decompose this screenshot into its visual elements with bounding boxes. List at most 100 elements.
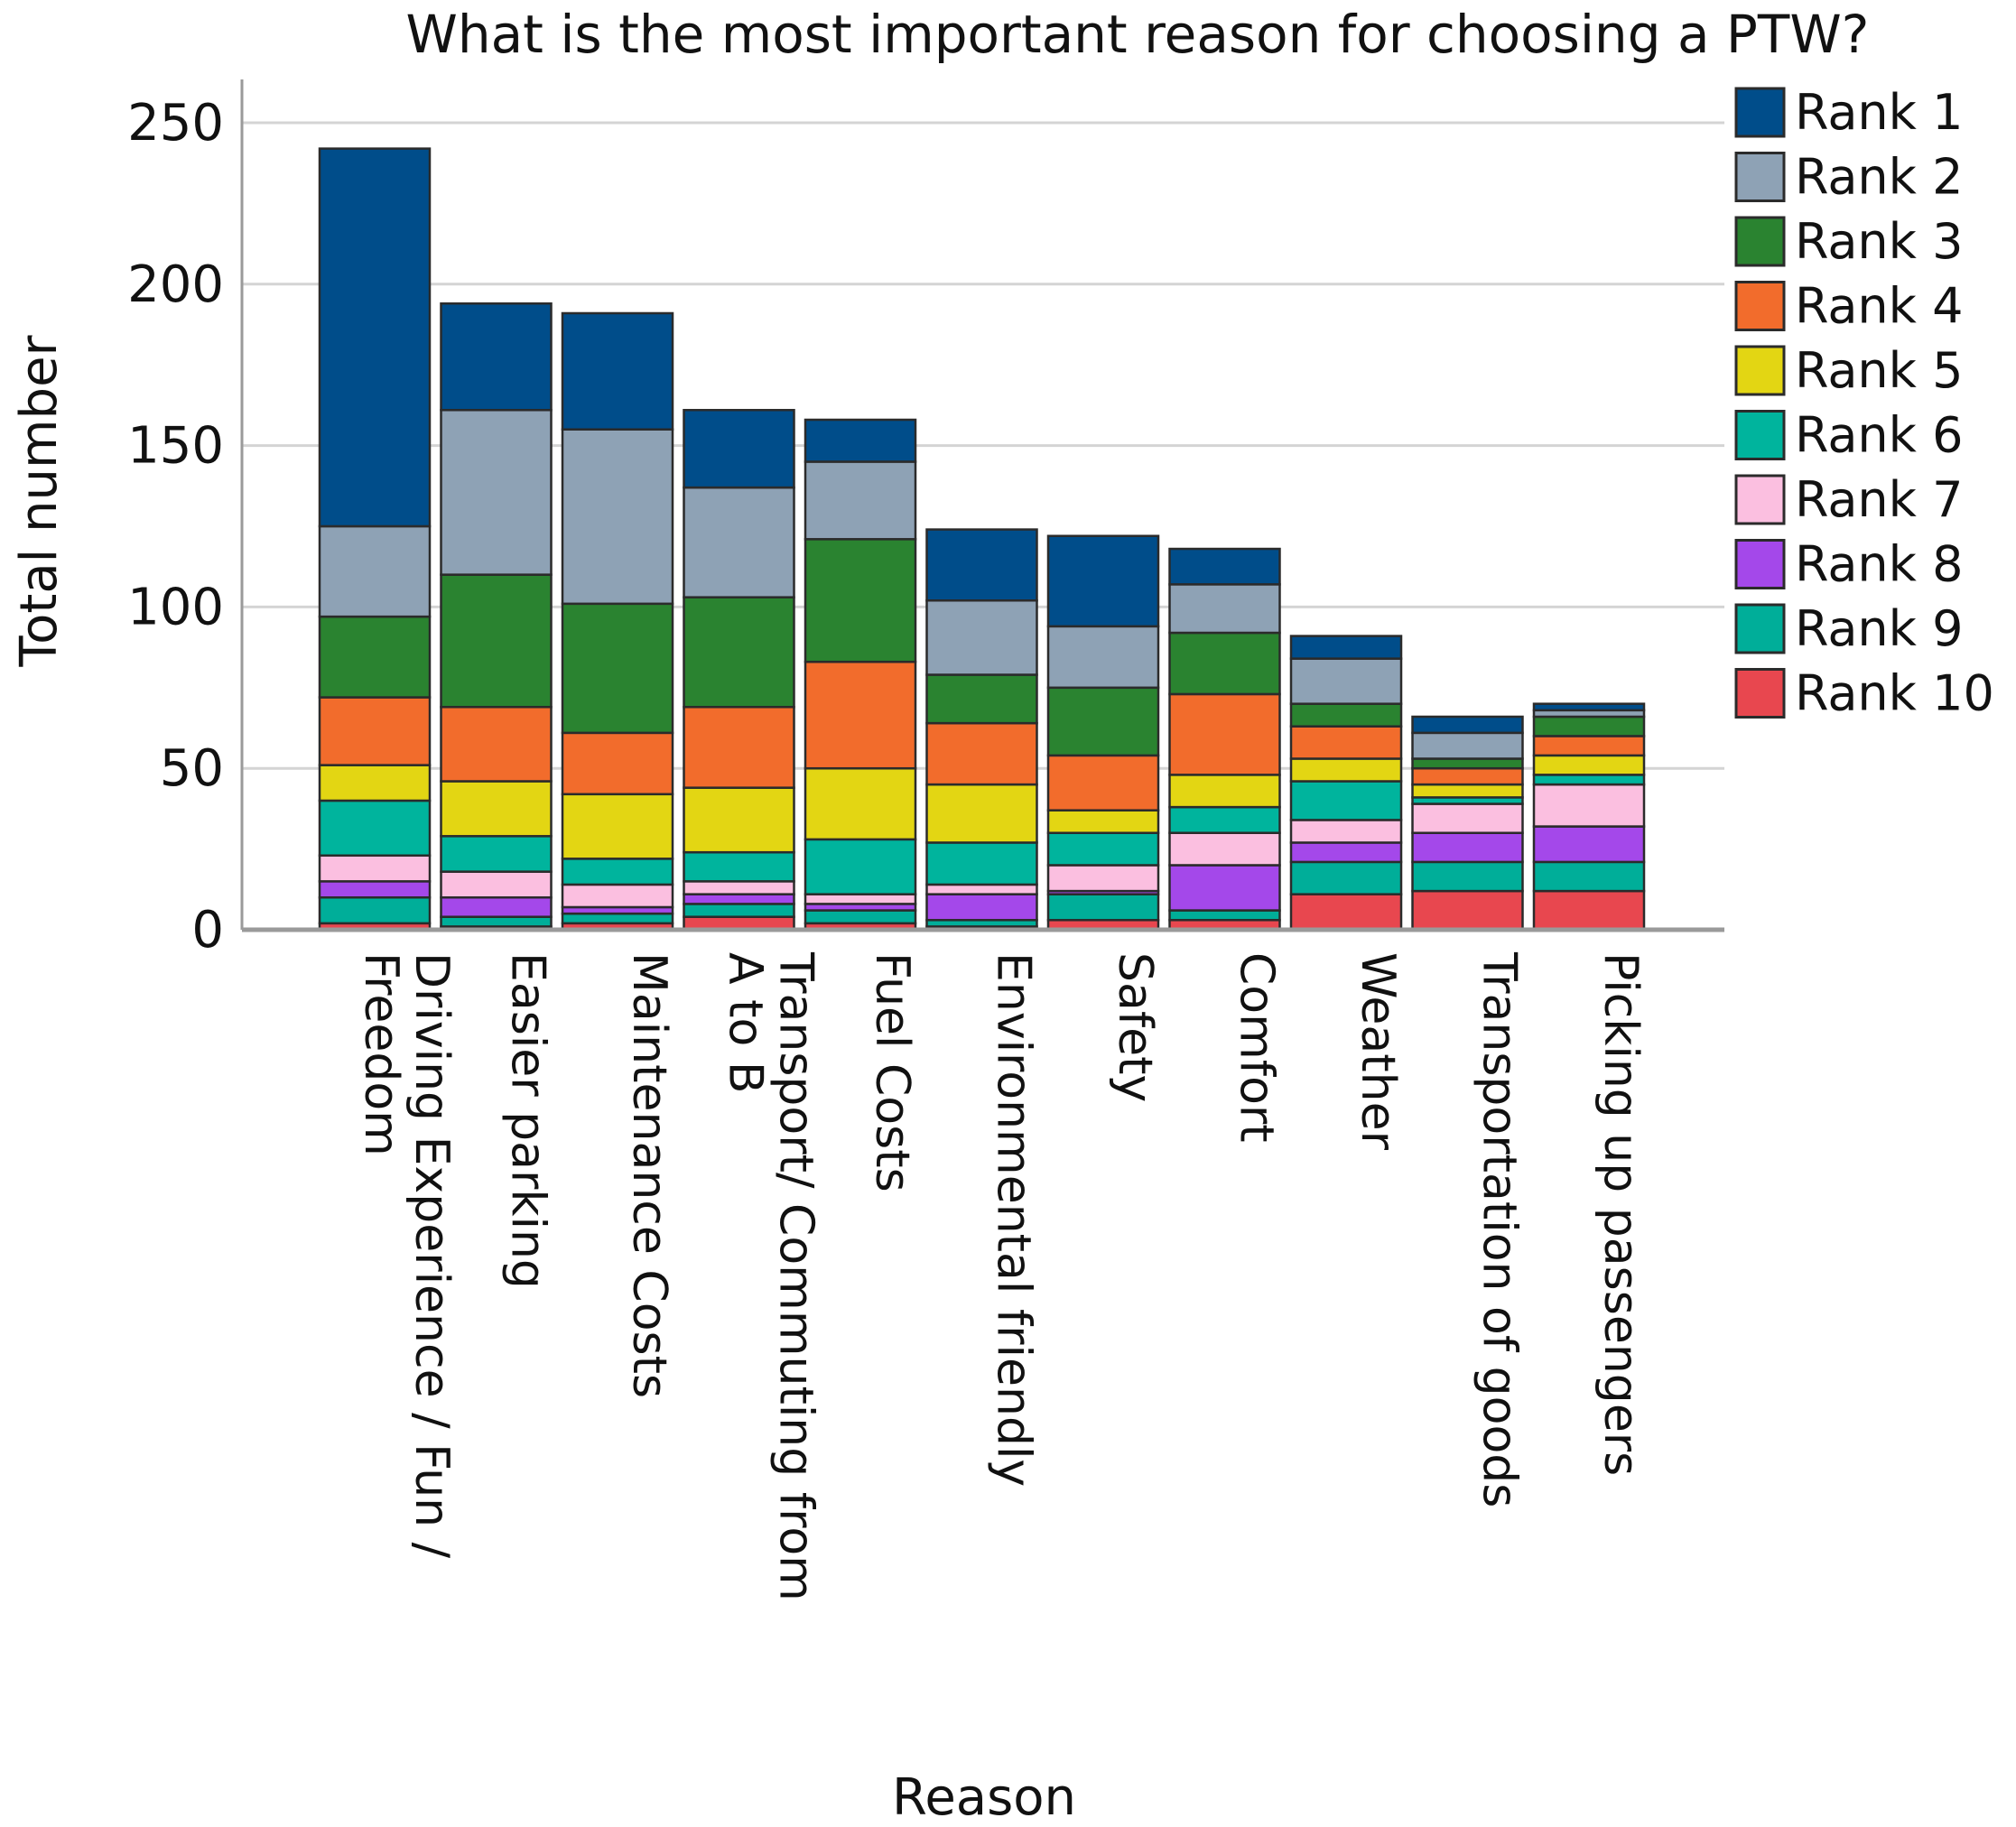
bar-segment-rank-1 bbox=[440, 302, 553, 412]
bar-segment-rank-5 bbox=[1046, 809, 1160, 834]
bar-segment-rank-9 bbox=[440, 915, 553, 928]
bar-segment-rank-9 bbox=[1411, 860, 1524, 893]
bar-segment-rank-8 bbox=[318, 880, 432, 899]
bar-segment-rank-4 bbox=[440, 706, 553, 783]
bar-segment-rank-6 bbox=[440, 835, 553, 873]
bar-segment-rank-8 bbox=[1289, 841, 1403, 864]
bar-segment-rank-5 bbox=[804, 766, 917, 841]
bar-segment-rank-3 bbox=[1411, 757, 1524, 770]
chart-title: What is the most important reason for ch… bbox=[406, 4, 1870, 65]
bar-segment-rank-3 bbox=[804, 538, 917, 663]
bar-segment-rank-6 bbox=[925, 841, 1038, 886]
bar-segment-rank-1 bbox=[318, 147, 432, 528]
bar-segment-rank-4 bbox=[1411, 766, 1524, 786]
x-tick-label-line: Driving Experience / Fun / bbox=[404, 952, 459, 1559]
y-tick-label: 250 bbox=[127, 94, 224, 153]
y-axis-label: Total number bbox=[10, 334, 69, 667]
bar-segment-rank-8 bbox=[1411, 831, 1524, 864]
x-tick-label: Transportation of goods bbox=[1473, 951, 1527, 1507]
y-tick-label: 50 bbox=[160, 739, 224, 798]
bar-segment-rank-8 bbox=[1532, 825, 1646, 864]
bar-segment-rank-9 bbox=[1168, 909, 1281, 922]
x-tick-label-line: Safety bbox=[1108, 952, 1162, 1102]
bar-segment-rank-5 bbox=[1168, 774, 1281, 809]
legend-swatch bbox=[1734, 668, 1786, 719]
x-tick-label: Fuel Costs bbox=[865, 952, 919, 1192]
x-tick-label-line: Weather bbox=[1351, 952, 1405, 1151]
x-tick-label-line: Fuel Costs bbox=[865, 952, 919, 1192]
y-tick-labels: 0 50 100 150 200 250 bbox=[127, 94, 224, 960]
bar-segment-rank-2 bbox=[925, 598, 1038, 676]
bar-segment-rank-1 bbox=[561, 311, 674, 431]
legend-label: Rank 3 bbox=[1795, 213, 1963, 270]
bar-segment-rank-5 bbox=[440, 780, 553, 838]
legend: Rank 1 Rank 2 Rank 3 Rank 4 Rank 5 Rank 6 Rank… bbox=[1734, 84, 1994, 722]
y-tick-label: 200 bbox=[127, 255, 224, 314]
bars bbox=[318, 147, 1646, 932]
legend-swatch bbox=[1734, 474, 1786, 525]
x-axis-label: Reason bbox=[892, 1768, 1076, 1827]
bar-segment-rank-5 bbox=[1532, 754, 1646, 776]
bar-segment-rank-2 bbox=[1168, 583, 1281, 635]
bar-segment-rank-4 bbox=[804, 660, 917, 770]
bar-segment-rank-4 bbox=[1289, 725, 1403, 760]
legend-swatch bbox=[1734, 87, 1786, 138]
bar-segment-rank-6 bbox=[318, 799, 432, 858]
bar-segment-rank-7 bbox=[440, 870, 553, 899]
bar-segment-rank-6 bbox=[1168, 805, 1281, 834]
x-tick-labels: Driving Experience / Fun /Freedom Easier … bbox=[354, 951, 1648, 1601]
x-tick-label: Environmental friendly bbox=[987, 952, 1041, 1487]
bar-segment-rank-5 bbox=[1289, 757, 1403, 783]
legend-label: Rank 7 bbox=[1795, 471, 1963, 528]
bar-segment-rank-10 bbox=[1532, 889, 1646, 932]
bar-segment-rank-6 bbox=[804, 838, 917, 895]
bar-segment-rank-7 bbox=[1532, 783, 1646, 828]
bar-segment-rank-2 bbox=[683, 486, 795, 598]
bar-segment-rank-2 bbox=[1289, 657, 1403, 705]
bar-segment-rank-7 bbox=[1168, 831, 1281, 867]
y-tick-label: 100 bbox=[127, 578, 224, 636]
x-tick-label: Comfort bbox=[1230, 952, 1284, 1143]
x-tick-label: Maintenance Costs bbox=[622, 952, 676, 1398]
bar-segment-rank-2 bbox=[1411, 731, 1524, 760]
bar-segment-rank-6 bbox=[561, 858, 674, 886]
bar-segment-rank-8 bbox=[1168, 864, 1281, 912]
bar-segment-rank-7 bbox=[561, 883, 674, 909]
bar-segment-rank-3 bbox=[925, 673, 1038, 725]
y-tick-label: 0 bbox=[191, 901, 224, 960]
bar-segment-rank-2 bbox=[440, 409, 553, 576]
x-tick-label: Easier parking bbox=[501, 952, 555, 1289]
legend-swatch bbox=[1734, 216, 1786, 267]
x-tick-label-line: Picking up passengers bbox=[1593, 952, 1648, 1476]
x-tick-label-line: Comfort bbox=[1230, 952, 1284, 1143]
x-tick-label-line: Maintenance Costs bbox=[622, 952, 676, 1398]
bar-segment-rank-4 bbox=[925, 721, 1038, 786]
bar-segment-rank-3 bbox=[318, 615, 432, 699]
bar-segment-rank-1 bbox=[683, 409, 795, 489]
bar-segment-rank-6 bbox=[1046, 831, 1160, 867]
legend-label: Rank 6 bbox=[1795, 407, 1963, 464]
x-tick-label-line: Transport/ Commuting from bbox=[769, 951, 823, 1601]
x-tick-label: Safety bbox=[1108, 952, 1162, 1102]
bar-segment-rank-1 bbox=[925, 528, 1038, 602]
legend-swatch bbox=[1734, 603, 1786, 654]
bar-segment-rank-5 bbox=[318, 764, 432, 802]
bar-segment-rank-9 bbox=[318, 895, 432, 925]
bar-segment-rank-7 bbox=[1046, 864, 1160, 893]
bar-segment-rank-6 bbox=[1532, 774, 1646, 786]
x-tick-label-line: A to B bbox=[719, 952, 773, 1094]
legend-label: Rank 8 bbox=[1795, 536, 1963, 593]
bar-segment-rank-5 bbox=[925, 783, 1038, 844]
legend-label: Rank 4 bbox=[1795, 278, 1963, 335]
bar-segment-rank-4 bbox=[318, 696, 432, 766]
bar-segment-rank-8 bbox=[683, 893, 795, 905]
bar-segment-rank-9 bbox=[1289, 860, 1403, 895]
x-tick-label: Picking up passengers bbox=[1593, 952, 1648, 1476]
legend-swatch bbox=[1734, 281, 1786, 331]
legend-label: Rank 2 bbox=[1795, 149, 1963, 206]
legend-label: Rank 1 bbox=[1795, 84, 1963, 141]
bar-segment-rank-8 bbox=[925, 893, 1038, 922]
bar-segment-rank-3 bbox=[440, 573, 553, 709]
